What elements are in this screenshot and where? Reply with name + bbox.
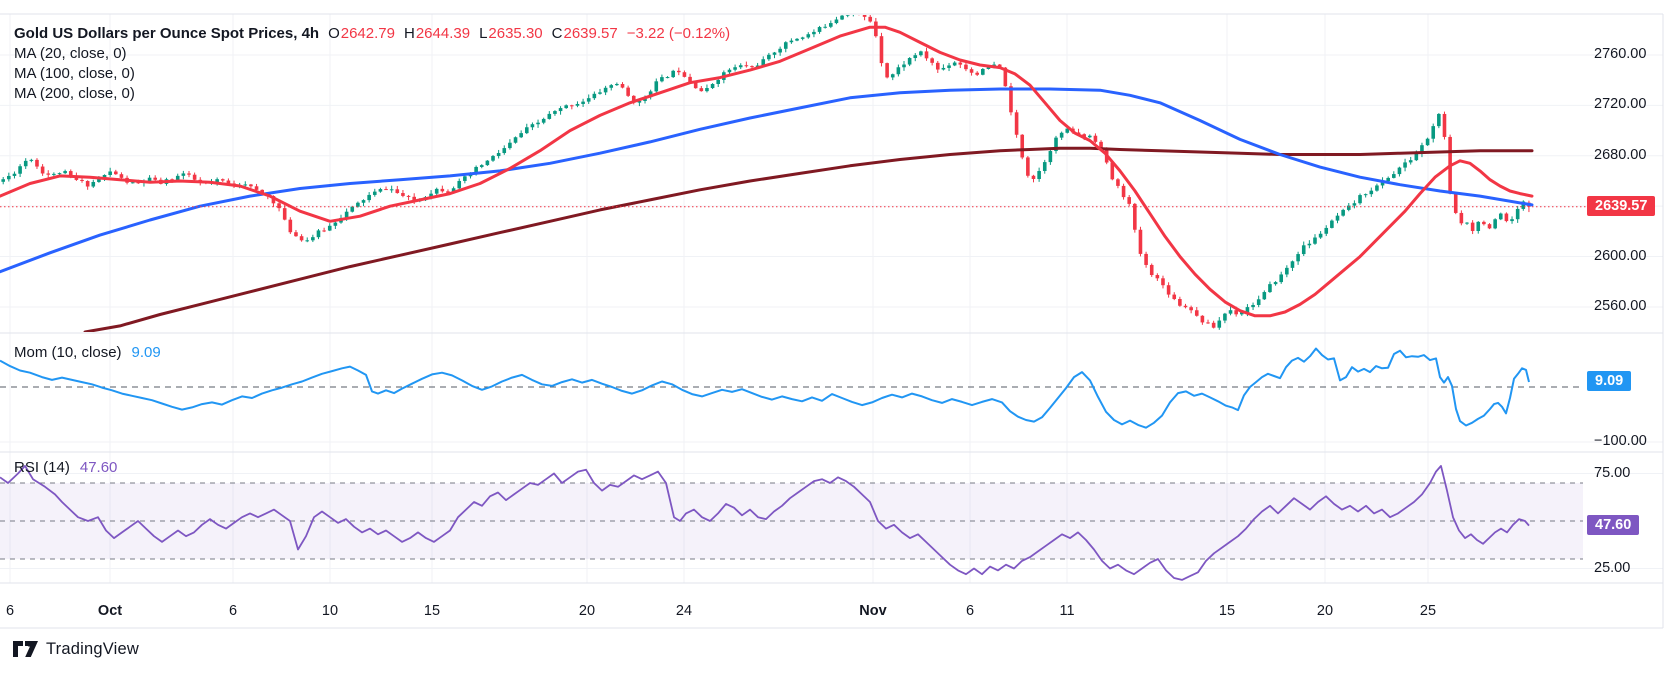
ma100-line <box>0 87 1534 274</box>
time-axis-label: Oct <box>97 603 123 619</box>
momentum-axis-label: −100.00 <box>1594 433 1647 449</box>
momentum-value-badge: 9.09 <box>1587 371 1632 391</box>
rsi-line <box>0 465 1530 581</box>
legend-rsi[interactable]: RSI (14) 47.60 <box>14 459 117 476</box>
time-axis-label: 11 <box>1059 603 1075 619</box>
time-axis-label: 25 <box>1419 603 1437 619</box>
symbol-legend[interactable]: Gold US Dollars per Ounce Spot Prices, 4… <box>14 25 730 42</box>
time-axis-label: 6 <box>228 603 238 619</box>
price-axis-label: 2600.00 <box>1594 247 1647 264</box>
symbol-title: Gold US Dollars per Ounce Spot Prices, 4… <box>14 25 320 42</box>
time-axis-label: 24 <box>675 603 693 619</box>
legend-momentum[interactable]: Mom (10, close) 9.09 <box>14 344 161 361</box>
ohlc-high: H 2644.39 <box>403 25 471 42</box>
momentum-value: 9.09 <box>131 344 161 361</box>
tradingview-logo-icon <box>13 641 38 657</box>
rsi-axis-label: 25.00 <box>1594 559 1631 576</box>
ma200-line <box>83 146 1534 332</box>
rsi-axis-label: 75.00 <box>1594 464 1631 481</box>
ma20-line <box>0 25 1534 318</box>
price-axis-label: 2680.00 <box>1594 146 1647 163</box>
price-axis-label: 2560.00 <box>1594 297 1647 314</box>
gridlines <box>0 14 1663 583</box>
rsi-value-badge: 47.60 <box>1587 514 1640 535</box>
time-axis-label: Nov <box>859 603 887 619</box>
tradingview-logo[interactable]: TradingView <box>13 640 139 659</box>
legend-ma100[interactable]: MA (100, close, 0) <box>14 65 135 82</box>
price-axis-label: 2720.00 <box>1594 96 1647 113</box>
rsi-panel <box>0 482 1583 560</box>
price-change: −3.22 (−0.12%) <box>626 25 731 42</box>
ohlc-close: C 2639.57 <box>551 25 618 42</box>
time-axis-label: 15 <box>423 603 441 619</box>
time-axis-label: 10 <box>321 603 339 619</box>
time-axis-label: 15 <box>1218 603 1236 619</box>
time-axis-label: 20 <box>1316 603 1334 619</box>
last-price-badge: 2639.57 <box>1587 195 1656 216</box>
time-axis-label: 20 <box>578 603 596 619</box>
tradingview-logo-text: TradingView <box>46 640 139 658</box>
legend-ma20[interactable]: MA (20, close, 0) <box>14 45 127 62</box>
time-axis-label: 6 <box>965 603 975 619</box>
ohlc-low: L 2635.30 <box>479 25 543 42</box>
panel-borders <box>0 13 1664 629</box>
candles-series <box>1 15 1531 330</box>
legend-ma200[interactable]: MA (200, close, 0) <box>14 85 135 102</box>
time-axis-label: 6 <box>5 603 15 619</box>
momentum-line <box>0 347 1530 429</box>
rsi-label: RSI (14) <box>14 459 70 476</box>
rsi-value: 47.60 <box>79 459 118 476</box>
ohlc-open: O 2642.79 <box>328 25 395 42</box>
momentum-label: Mom (10, close) <box>14 344 122 361</box>
price-axis-label: 2760.00 <box>1594 45 1647 62</box>
